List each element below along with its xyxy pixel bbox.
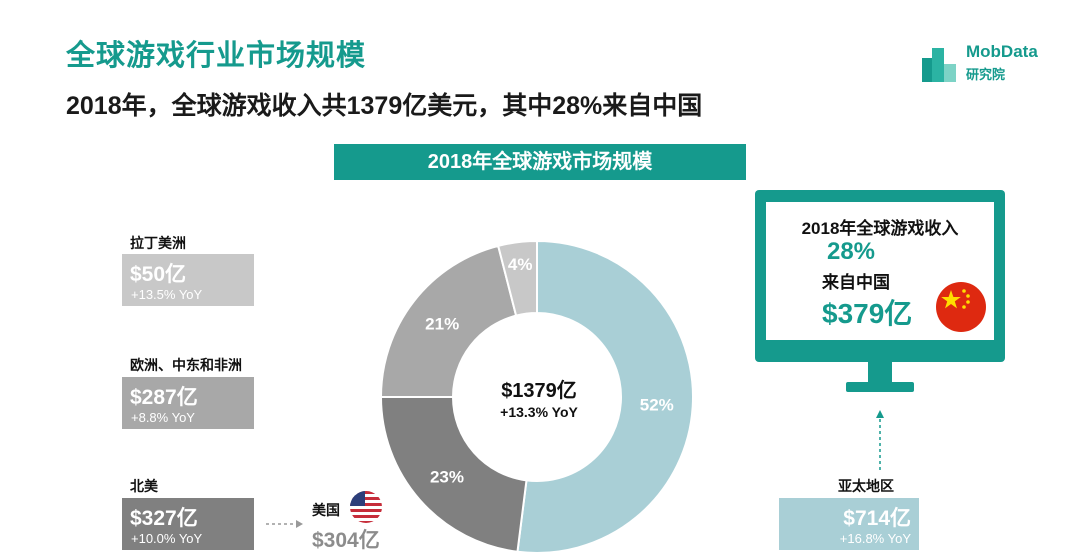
- region-value: $287亿: [130, 386, 198, 409]
- region-value: $327亿: [130, 507, 198, 530]
- us-connector-arrow-icon: [296, 520, 303, 528]
- donut-slice-label-3: 4%: [508, 255, 533, 274]
- logo-text: MobData: [966, 42, 1038, 61]
- region-value: $714亿: [843, 507, 911, 530]
- region-yoy: +13.5% YoY: [131, 287, 203, 302]
- monitor-stand-icon: [846, 360, 914, 392]
- region-name-north-america: 北美: [130, 478, 158, 494]
- page-title: 全球游戏行业市场规模: [66, 40, 367, 72]
- us-flag-icon: [350, 491, 382, 523]
- region-yoy: +16.8% YoY: [839, 531, 911, 546]
- donut-slice-label-0: 52%: [640, 396, 674, 415]
- donut-slice-2: [379, 244, 518, 398]
- donut-center-value: $1379亿: [501, 380, 577, 402]
- logo-subtext: 研究院: [966, 67, 1006, 82]
- region-yoy: +10.0% YoY: [131, 531, 203, 546]
- region-box-apac: $714亿 +16.8% YoY: [779, 498, 919, 550]
- usa-label: 美国: [312, 502, 340, 518]
- usa-value: $304亿: [312, 529, 380, 552]
- monitor-percent: 28%: [826, 238, 876, 265]
- monitor-amount: $379亿: [822, 298, 913, 329]
- china-flag-icon: [936, 282, 986, 332]
- region-box-north-america: $327亿 +10.0% YoY: [122, 498, 254, 550]
- donut-slice-label-1: 23%: [430, 467, 464, 486]
- region-name-emea: 欧洲、中东和非洲: [130, 357, 242, 373]
- apac-connector-arrow-icon: [876, 410, 884, 418]
- region-name-apac: 亚太地区: [838, 478, 894, 494]
- monitor-title: 2018年全球游戏收入: [801, 219, 959, 238]
- monitor-from-china: 来自中国: [822, 273, 890, 292]
- logo-icon: [922, 48, 956, 82]
- region-box-emea: $287亿 +8.8% YoY: [122, 377, 254, 429]
- donut-slice-3: [496, 239, 538, 317]
- region-yoy: +8.8% YoY: [131, 410, 195, 425]
- page-subtitle: 2018年，全球游戏收入共1379亿美元，其中28%来自中国: [66, 92, 703, 120]
- donut-slice-label-2: 21%: [425, 314, 459, 333]
- region-value: $50亿: [130, 263, 187, 286]
- donut-center-yoy: +13.3% YoY: [500, 404, 578, 420]
- region-box-latam: $50亿 +13.5% YoY: [122, 254, 254, 306]
- donut-slice-0: [516, 239, 694, 554]
- chart-banner: 2018年全球游戏市场规模: [334, 144, 746, 180]
- region-name-latam: 拉丁美洲: [130, 235, 186, 251]
- mobdata-logo: MobData 研究院: [920, 40, 1070, 84]
- donut-slice-1: [379, 396, 528, 553]
